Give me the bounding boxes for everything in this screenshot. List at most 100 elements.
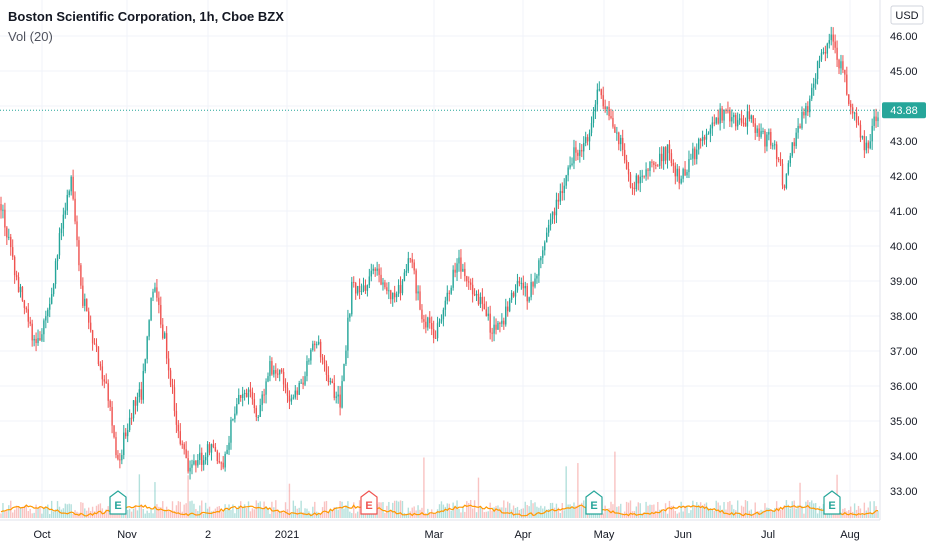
volume-bar xyxy=(343,508,345,518)
candle xyxy=(82,277,84,309)
candle xyxy=(329,377,332,385)
volume-bar xyxy=(676,513,678,518)
volume-bar xyxy=(425,513,427,518)
volume-bar xyxy=(530,500,532,518)
volume-bar xyxy=(423,457,425,518)
volume-bar xyxy=(475,512,478,518)
volume-bar xyxy=(193,503,195,518)
volume-bar xyxy=(265,506,267,518)
candle xyxy=(489,305,491,340)
candle xyxy=(236,398,238,416)
candle xyxy=(230,416,232,450)
candle xyxy=(304,371,306,387)
candle xyxy=(606,106,608,116)
candle xyxy=(423,314,425,330)
volume-bar xyxy=(699,502,702,518)
candle xyxy=(598,81,601,92)
candle xyxy=(612,110,614,129)
volume-bar xyxy=(877,510,879,518)
volume-bar xyxy=(123,511,125,518)
volume-bar xyxy=(224,504,226,518)
candle xyxy=(526,283,528,310)
candle xyxy=(259,398,261,418)
candle xyxy=(450,285,452,295)
earnings-marker[interactable]: E xyxy=(823,490,841,515)
volume-bar xyxy=(625,501,628,518)
volume-bar xyxy=(296,508,298,518)
candle xyxy=(659,147,661,170)
volume-bar xyxy=(805,501,807,518)
volume-bar xyxy=(649,504,651,518)
price-axis[interactable]: 46.0045.0044.0043.0042.0041.0040.0039.00… xyxy=(890,31,918,498)
candle xyxy=(768,128,770,141)
candle xyxy=(625,154,628,170)
volume-bar xyxy=(489,502,491,518)
symbol-title[interactable]: Boston Scientific Corporation, 1h, Cboe … xyxy=(8,9,284,24)
volume-bar xyxy=(571,507,573,518)
candle xyxy=(469,278,472,291)
earnings-marker[interactable]: E xyxy=(360,490,378,515)
candle xyxy=(407,251,410,274)
volume-bar xyxy=(795,508,797,518)
volume-bar xyxy=(234,513,236,518)
earnings-marker[interactable]: E xyxy=(585,490,603,515)
candle xyxy=(491,327,493,342)
volume-bar xyxy=(134,505,137,518)
candle xyxy=(152,288,154,302)
candle xyxy=(228,435,230,455)
volume-bar xyxy=(678,512,680,518)
price-tick-label: 36.00 xyxy=(890,381,918,393)
candle xyxy=(807,101,809,116)
candle xyxy=(319,339,322,363)
candle xyxy=(536,273,538,284)
candle xyxy=(684,161,686,176)
candle xyxy=(80,263,82,289)
volume-bar xyxy=(731,504,733,518)
candle xyxy=(390,289,392,304)
volume-bar xyxy=(485,511,487,518)
candle xyxy=(448,290,450,302)
volume-bar xyxy=(70,504,72,518)
volume-bar xyxy=(811,500,813,518)
volume-bar xyxy=(54,509,57,518)
candle xyxy=(518,276,521,287)
time-axis[interactable]: Oct Nov 2 2021 Mar Apr May Jun Jul Aug xyxy=(33,529,859,541)
candle xyxy=(204,452,207,465)
candle xyxy=(8,228,10,241)
earnings-marker[interactable]: E xyxy=(109,490,127,515)
volume-bar xyxy=(245,508,248,518)
candle xyxy=(544,240,546,256)
candle xyxy=(49,297,51,318)
volume-bar xyxy=(49,513,51,518)
candle xyxy=(68,189,70,198)
candle xyxy=(458,249,460,272)
candle xyxy=(156,279,158,302)
candle xyxy=(343,363,345,382)
candle xyxy=(89,315,92,333)
candle xyxy=(427,316,429,331)
candle xyxy=(583,136,585,160)
price-tick-label: 43.00 xyxy=(890,136,918,148)
candle xyxy=(146,335,148,364)
candle xyxy=(520,277,523,290)
volume-bar xyxy=(325,500,328,518)
candle xyxy=(867,140,869,154)
volume-bar xyxy=(222,512,224,518)
candle xyxy=(115,431,117,459)
volume-bar xyxy=(91,506,94,518)
candle xyxy=(538,258,540,283)
volume-bar xyxy=(15,505,18,518)
volume-bar xyxy=(278,511,281,518)
date-tick-label: Nov xyxy=(117,529,137,541)
currency-label[interactable]: USD xyxy=(890,5,924,25)
volume-bar xyxy=(477,477,480,518)
candle xyxy=(386,282,388,295)
volume-bar xyxy=(261,508,263,518)
candle xyxy=(649,161,651,177)
candle xyxy=(431,316,433,336)
volume-indicator-label[interactable]: Vol (20) xyxy=(8,29,53,44)
volume-bar xyxy=(774,508,776,518)
volume-bar xyxy=(512,505,515,518)
